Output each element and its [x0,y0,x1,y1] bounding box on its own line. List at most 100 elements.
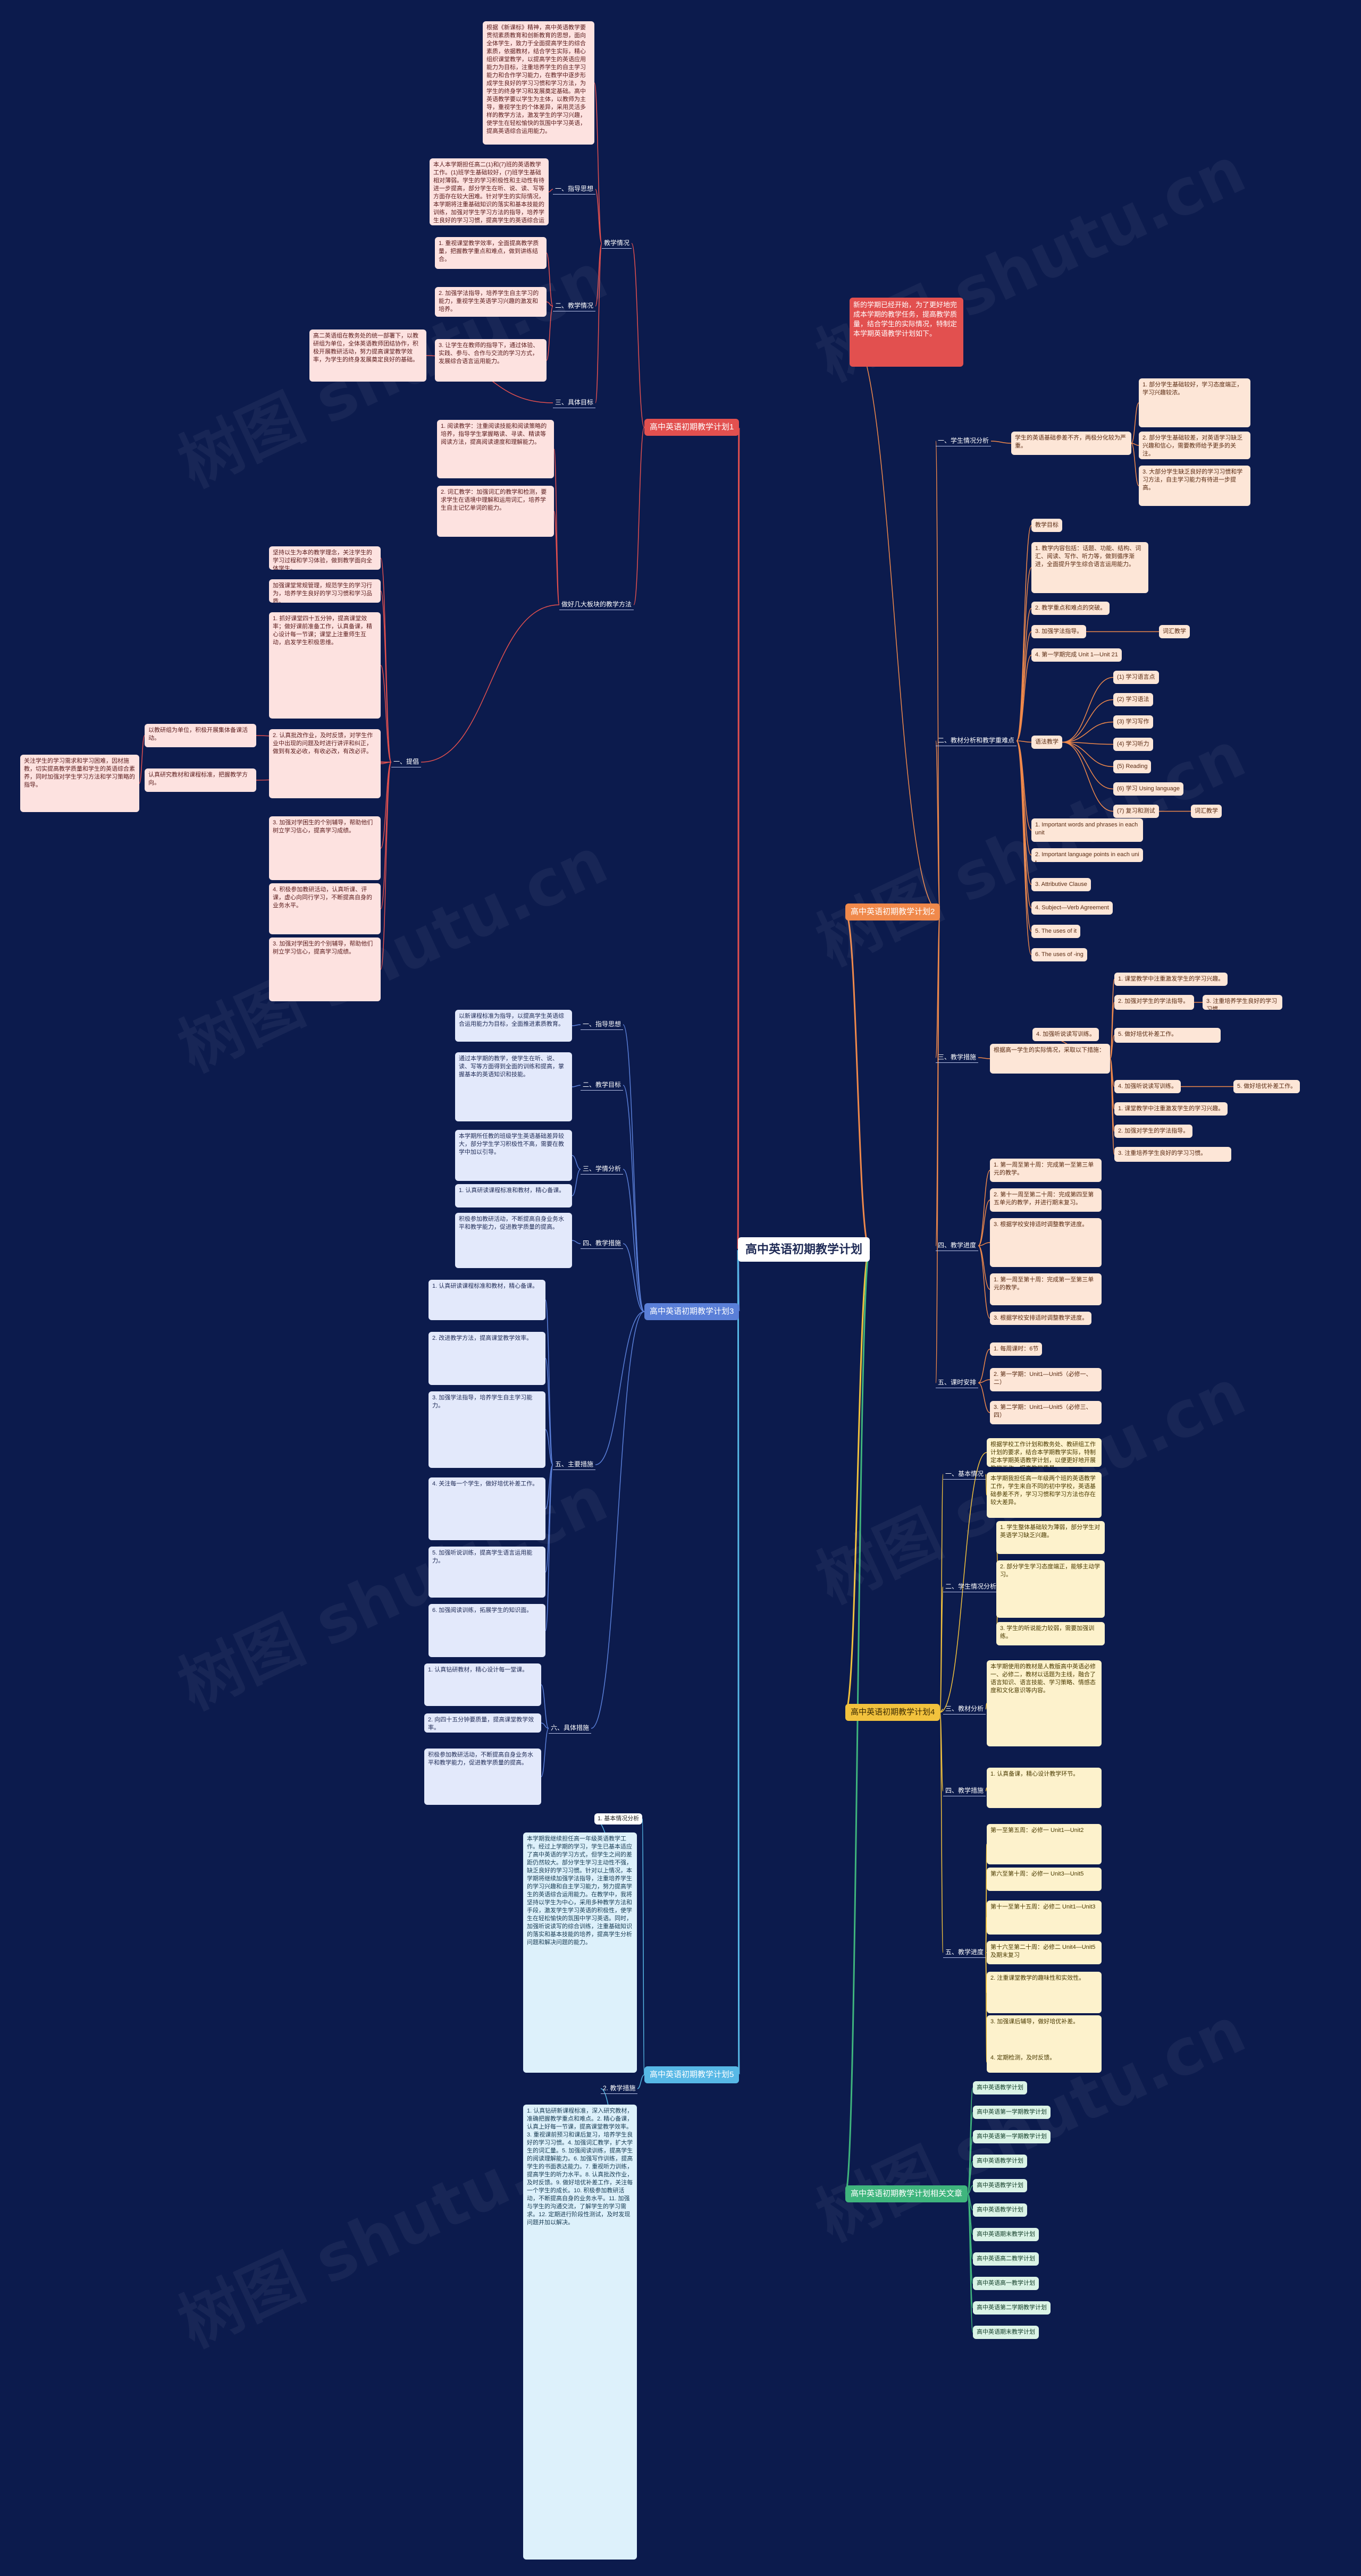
b3-label-specific[interactable]: 六、具体措施 [549,1723,592,1734]
connector-line [380,558,392,763]
b2-label-textbook[interactable]: 二、教材分析和教学重难点 [936,736,1017,746]
b1-label-situation[interactable]: 二、教学情况 [553,301,596,311]
b6-article-8[interactable]: 高中英语高二教学计划 [973,2252,1039,2266]
connector-line [935,740,940,913]
b2-label-hours[interactable]: 五、课时安排 [936,1378,979,1388]
connector-line [380,762,392,909]
b6-article-9[interactable]: 高中英语高一教学计划 [973,2277,1039,2290]
b4-progress-g: 4. 定期检测，及时反馈。 [987,2051,1102,2073]
connector-line [380,665,392,763]
b1-label-guiding[interactable]: 一、指导思想 [553,184,596,195]
b6-article-4[interactable]: 高中英语教学计划 [973,2155,1027,2168]
b3-specific-3: 积极参加教研活动，不断提高自身业务水平和教学能力，促进教学质量的提高。 [424,1749,541,1805]
b2-attributive-clause: 3. Attributive Clause [1031,878,1091,891]
connector-line [633,427,645,605]
connector-line [1016,525,1032,741]
branch-plan-5[interactable]: 高中英语初期教学计划5 [644,2066,740,2083]
b3-label-goals[interactable]: 二、教学目标 [581,1080,624,1091]
branch-plan-3[interactable]: 高中英语初期教学计划3 [644,1303,740,1320]
b4-basic-text: 本学期我担任高一年级两个班的英语教学工作，学生来自不同的初中学校，英语基础参差不… [987,1472,1102,1518]
b3-measures-text: 积极参加教研活动，不断提高自身业务水平和教学能力，促进教学质量的提高。 [455,1213,572,1268]
b4-progress-a: 第一至第五周：必修一 Unit1—Unit2 [987,1824,1102,1864]
b4-label-textbook[interactable]: 三、教材分析 [943,1704,986,1714]
b6-article-6[interactable]: 高中英语教学计划 [973,2203,1027,2217]
connector-line [1131,443,1139,486]
b2-pill-3: (3) 学习写作 [1113,715,1153,729]
connector-line [380,762,392,849]
b2-label-progress[interactable]: 四、教学进度 [936,1240,979,1251]
b2-measures-f: 4. 加强听说读写训练。 [1114,1080,1181,1093]
b1-advocate-c: 1. 抓好课堂四十五分钟，提高课堂效率；做好课前准备工作，认真备课，精心设计每一… [269,612,381,719]
b1-vocab-method: 2. 词汇教学：加强词汇的教学和检测，要求学生在语境中理解和运用词汇，培养学生自… [437,486,554,537]
b2-pill-6: (6) 学习 Using language [1113,782,1184,796]
connector-line [595,243,602,403]
b3-guiding-text: 以新课程标准为指导，以提高学生英语综合运用能力为目标，全面推进素质教育。 [455,1010,572,1042]
branch-related-articles[interactable]: 高中英语初期教学计划相关文章 [845,2185,968,2202]
b6-article-3[interactable]: 高中英语第一学期教学计划 [973,2130,1051,2143]
branch-plan-4[interactable]: 高中英语初期教学计划4 [845,1704,940,1721]
b2-measures-g: 1. 课堂教学中注重激发学生的学习兴趣。 [1114,1102,1228,1116]
connector-line [421,604,560,763]
b6-article-5[interactable]: 高中英语教学计划 [973,2179,1027,2192]
connector-line [572,1085,581,1087]
b1-situation-1: 1. 重视课堂教学效率，全面提高教学质量，把握教学重点和难点，做到讲练结合。 [435,237,547,269]
connector-line [985,1474,987,1496]
connector-line [642,1818,645,2075]
b3-label-measures[interactable]: 四、教学措施 [581,1238,624,1249]
b2-label-measures[interactable]: 三、教学措施 [936,1052,979,1063]
b2-measures-c-note: 3. 注重培养学生良好的学习习惯。 [1203,995,1282,1010]
b2-key-points: 2. 教学重点和难点的突破。 [1031,602,1110,615]
connector-line [1016,654,1032,741]
connector-line [623,1169,645,1312]
connector-line [380,590,392,763]
b2-pill-7: (7) 复习和测试 [1113,805,1159,818]
connector-line [849,332,940,913]
b6-article-1[interactable]: 高中英语教学计划 [973,2081,1027,2094]
b2-measures-c: 2. 加强对学生的学法指导。 [1114,995,1194,1010]
b1-advocate-e: 3. 加强对学困生的个别辅导，帮助他们树立学习信心，提高学习成绩。 [269,816,381,880]
b4-label-students[interactable]: 二、学生情况分析 [943,1582,999,1592]
connector-line [1016,740,1032,956]
connector-line [595,243,602,307]
connector-line [737,427,740,1250]
b1-teaching-situation[interactable]: 教学情况 [602,238,632,249]
connector-line [553,511,560,605]
connector-line [967,2193,973,2333]
b5-label-measures[interactable]: 2. 教学措施 [601,2083,638,2094]
b4-label-basic[interactable]: 一、基本情况 [943,1469,986,1480]
connector-line [985,1917,987,1953]
b6-article-7[interactable]: 高中英语期末教学计划 [973,2228,1039,2241]
b6-article-2[interactable]: 高中英语第一学期教学计划 [973,2106,1051,2119]
b6-article-10[interactable]: 高中英语第二学期教学计划 [973,2301,1051,2315]
connector-line [1110,1058,1115,1155]
b2-measures-d: 4. 加强听说读写训练。 [1032,1028,1099,1041]
connector-line [967,2160,973,2194]
b4-students-c: 3. 学生的听说能力较弱，需要加强训练。 [996,1622,1105,1645]
connector-line [595,1311,645,1465]
b2-words-phrases: 1. Important words and phrases in each u… [1031,818,1143,842]
connector-line [545,1358,553,1465]
b1-label-goals[interactable]: 三、具体目标 [553,398,596,408]
root-topic[interactable]: 高中英语初期教学计划 [738,1237,870,1262]
b3-label-guiding[interactable]: 一、指导思想 [581,1019,624,1030]
b1-label-methods[interactable]: 做好几大板块的教学方法 [559,599,634,610]
connector-line [545,1464,553,1631]
b6-article-11[interactable]: 高中英语期末教学计划 [973,2326,1039,2339]
b2-pill-5: (5) Reading [1113,760,1152,773]
connector-line [1131,443,1139,446]
connector-line [844,1248,871,1713]
connector-line [737,1249,740,2075]
b1-label-advocate[interactable]: 一、提倡 [391,757,422,767]
branch-plan-1[interactable]: 高中英语初期教学计划1 [644,419,740,436]
b3-label-main[interactable]: 五、主要措施 [553,1459,596,1470]
connector-line [572,1169,581,1196]
branch-plan-2[interactable]: 高中英语初期教学计划2 [845,903,940,920]
b5-label-basic[interactable]: 1. 基本情况分析 [594,1813,643,1825]
b4-label-measures[interactable]: 四、教学措施 [943,1786,986,1796]
b2-progress-a: 1. 第一周至第十周：完成第一至第三单元的教学。 [990,1159,1102,1182]
connector-line [978,1200,990,1246]
b2-label-students[interactable]: 一、学生情况分析 [936,436,992,446]
b4-label-progress[interactable]: 五、教学进度 [943,1947,986,1958]
b3-label-students[interactable]: 三、学情分析 [581,1164,624,1175]
connector-line [935,441,940,913]
